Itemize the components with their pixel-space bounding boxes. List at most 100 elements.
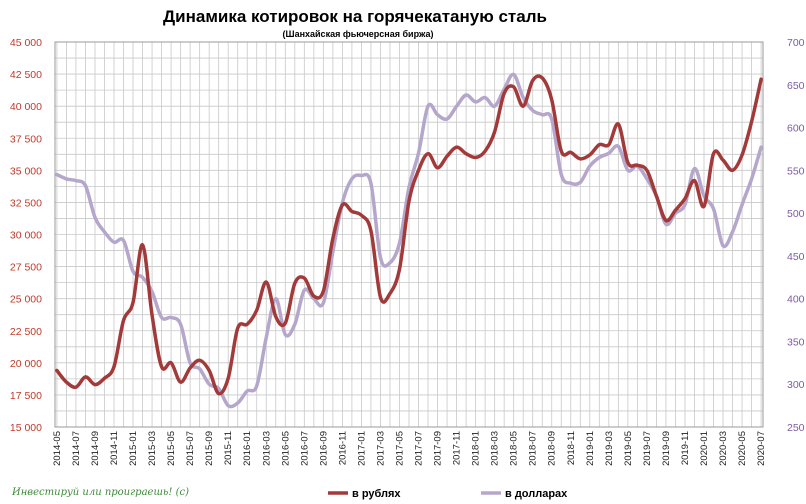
data-point — [170, 316, 173, 319]
data-point — [236, 401, 239, 404]
data-point — [664, 223, 667, 226]
data-point — [674, 209, 677, 212]
y-left-tick-label: 32 500 — [10, 197, 42, 209]
data-point — [141, 243, 144, 246]
series-line-rub — [55, 74, 763, 396]
data-point — [74, 179, 77, 182]
data-point — [303, 289, 306, 292]
data-point — [160, 316, 163, 319]
data-point — [388, 292, 391, 295]
y-left-tick-label: 45 000 — [10, 37, 42, 49]
data-point — [417, 169, 420, 172]
data-point — [588, 153, 591, 156]
data-point — [265, 280, 268, 283]
data-point — [93, 216, 96, 219]
data-point — [617, 123, 620, 126]
data-point — [741, 153, 744, 156]
data-point — [103, 377, 106, 380]
data-point — [303, 277, 306, 280]
x-tick-label: 2017-03 — [375, 431, 386, 466]
data-point — [455, 105, 458, 108]
data-point — [493, 105, 496, 108]
data-point — [360, 174, 363, 177]
watermark: Инвестируй или проиграешь! (c) — [11, 487, 189, 498]
data-point — [750, 120, 753, 123]
data-point — [626, 161, 629, 164]
x-tick-label: 2018-07 — [528, 431, 539, 466]
data-point — [683, 203, 686, 206]
plot-frame — [54, 41, 764, 428]
data-point — [255, 384, 258, 387]
data-point — [331, 237, 334, 240]
data-point — [655, 194, 658, 197]
data-point — [122, 319, 125, 322]
data-point — [398, 242, 401, 245]
data-point — [426, 105, 429, 108]
data-point — [560, 150, 563, 153]
y-right-tick-label: 550 — [787, 165, 805, 177]
data-point — [388, 261, 391, 264]
data-point — [474, 100, 477, 103]
data-point — [93, 383, 96, 386]
data-point — [312, 295, 315, 298]
data-point — [103, 230, 106, 233]
data-point — [379, 256, 382, 259]
y-right-tick-label: 650 — [787, 80, 805, 92]
x-tick-label: 2014-07 — [71, 431, 82, 466]
data-point — [417, 152, 420, 155]
data-point — [65, 381, 68, 384]
y-right-tick-label: 300 — [787, 379, 805, 391]
data-point — [712, 207, 715, 210]
x-tick-label: 2016-07 — [299, 431, 310, 466]
data-point — [274, 297, 277, 300]
y-left-tick-label: 25 000 — [10, 294, 42, 306]
data-point — [702, 205, 705, 208]
x-tick-label: 2017-09 — [433, 431, 444, 466]
data-point — [721, 159, 724, 162]
data-point — [493, 130, 496, 133]
x-tick-label: 2017-01 — [356, 431, 367, 466]
x-tick-label: 2015-03 — [147, 431, 158, 466]
data-point — [131, 301, 134, 304]
data-point — [522, 96, 525, 99]
data-point — [683, 197, 686, 200]
data-point — [550, 98, 553, 101]
data-point — [693, 179, 696, 182]
data-point — [227, 377, 230, 380]
x-tick-label: 2015-01 — [128, 431, 139, 466]
data-point — [607, 152, 610, 155]
x-tick-label: 2014-05 — [52, 431, 63, 466]
y-left-tick-label: 37 500 — [10, 133, 42, 145]
data-point — [236, 327, 239, 330]
data-point — [731, 230, 734, 233]
x-tick-label: 2019-05 — [623, 431, 634, 466]
y-right-tick-label: 700 — [787, 37, 805, 49]
data-point — [579, 157, 582, 160]
data-point — [208, 369, 211, 372]
x-tick-label: 2018-01 — [471, 431, 482, 466]
data-point — [274, 315, 277, 318]
x-tick-label: 2014-11 — [109, 431, 120, 465]
data-point — [455, 146, 458, 149]
data-point — [598, 156, 601, 159]
x-tick-label: 2019-11 — [680, 431, 691, 465]
y-right-tick-label: 350 — [787, 336, 805, 348]
data-point — [617, 145, 620, 148]
x-tick-label: 2018-05 — [509, 431, 520, 466]
data-point — [265, 336, 268, 339]
data-point — [407, 186, 410, 189]
data-point — [284, 333, 287, 336]
series-line-usd — [55, 72, 763, 409]
data-point — [369, 229, 372, 232]
data-point — [322, 289, 325, 292]
data-point — [179, 381, 182, 384]
x-tick-label: 2015-11 — [223, 431, 234, 465]
data-point — [484, 150, 487, 153]
y-right-tick-label: 450 — [787, 251, 805, 263]
x-tick-label: 2015-05 — [166, 431, 177, 466]
data-point — [112, 365, 115, 368]
series-layer — [55, 72, 763, 409]
data-point — [426, 152, 429, 155]
data-point — [189, 361, 192, 364]
